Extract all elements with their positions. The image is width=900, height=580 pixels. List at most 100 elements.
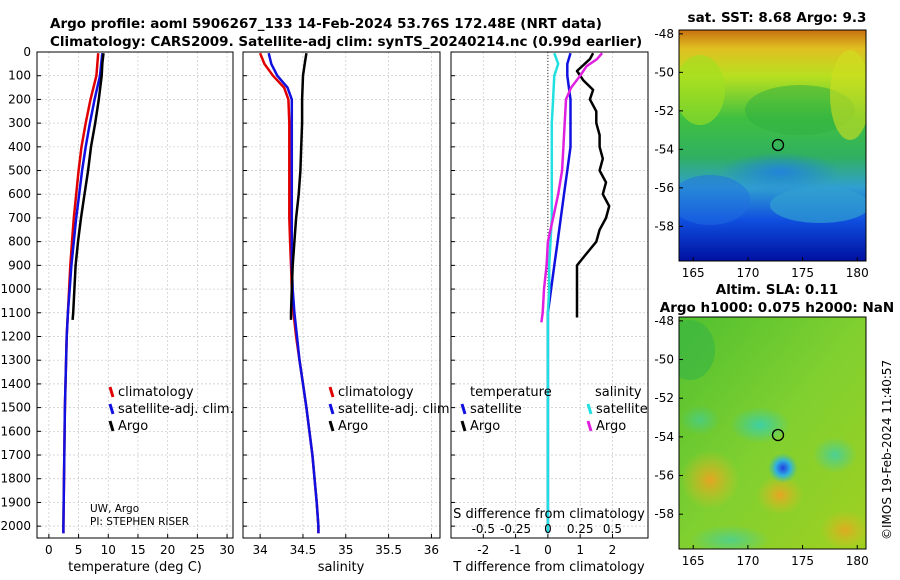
- s-axis-label: S difference from climatology: [453, 507, 645, 522]
- series-satellite-clim: [62, 53, 104, 534]
- series-t-argo: [575, 52, 611, 318]
- depth-tick-label: 1900: [0, 495, 31, 509]
- s-tick-label: -0.5: [472, 522, 495, 536]
- plot-area: [243, 52, 440, 538]
- plot-frame: [242, 51, 441, 539]
- climatology-title: Climatology: CARS2009. Satellite-adj cli…: [50, 34, 642, 50]
- legend-swatch: [328, 403, 335, 415]
- map-x-tick-label: 165: [682, 266, 705, 280]
- map-x-tick-label: 175: [791, 266, 814, 280]
- depth-tick-label: 1000: [0, 282, 31, 296]
- legend-swatch: [328, 386, 335, 398]
- depth-tick-label: 1600: [0, 424, 31, 438]
- sla-map-axes: 165 170 175 180 -48 -50 -52 -54 -56 -58: [654, 314, 868, 568]
- x-tick-label: -1: [510, 543, 522, 557]
- s-tick-label: -0.25: [500, 522, 531, 536]
- map-y-tick-label: -56: [654, 469, 674, 483]
- map-y-tick-label: -48: [654, 314, 674, 328]
- x-tick-label: 25: [190, 543, 205, 557]
- map-y-tick-label: -54: [654, 142, 674, 156]
- x-tick-label: 5: [75, 543, 83, 557]
- series-argo: [71, 53, 105, 321]
- map-y-tick-label: -50: [654, 65, 674, 79]
- map-y-tick-label: -50: [654, 353, 674, 367]
- legend-label: climatology: [118, 385, 194, 400]
- pi-note: PI: STEPHEN RISER: [90, 516, 189, 528]
- legend-swatch: [108, 386, 115, 398]
- profile-title: Argo profile: aoml 5906267_133 14-Feb-20…: [50, 16, 602, 32]
- sst-map-title: sat. SST: 8.68 Argo: 9.3: [688, 10, 867, 26]
- legend-swatch: [586, 420, 593, 432]
- series-satellite-clim: [267, 52, 320, 534]
- map-x-tick-label: 170: [736, 554, 759, 568]
- map-y-tick-label: -52: [654, 104, 674, 118]
- x-tick-label: 2: [609, 543, 617, 557]
- x-tick-label: 35: [338, 543, 353, 557]
- map-x-tick-label: 165: [682, 554, 705, 568]
- x-axis-label: T difference from climatology: [452, 560, 645, 575]
- x-tick-label: 30: [219, 543, 234, 557]
- depth-tick-label: 1200: [0, 329, 31, 343]
- x-tick-label: 15: [130, 543, 145, 557]
- x-tick-label: 0: [45, 543, 53, 557]
- x-tick-label: 34.5: [290, 543, 317, 557]
- legend-label: satellite-adj. clim.: [118, 402, 234, 417]
- x-tick-label: 36: [424, 543, 439, 557]
- depth-tick-label: 200: [8, 92, 31, 106]
- legend-label: satellite: [596, 402, 648, 417]
- depth-tick-label: 2000: [0, 519, 31, 533]
- legend-label: Argo: [596, 419, 626, 434]
- depth-tick-label: 700: [8, 211, 31, 225]
- sla-map-frame: [678, 316, 867, 550]
- map-y-tick-label: -58: [654, 219, 674, 233]
- legend-swatch: [108, 420, 115, 432]
- legend-label: Argo: [118, 419, 148, 434]
- plot-frame: [450, 51, 649, 539]
- x-tick-label: 35.5: [375, 543, 402, 557]
- depth-tick-label: 1800: [0, 472, 31, 486]
- depth-tick-label: 500: [8, 164, 31, 178]
- legend-swatch: [586, 403, 593, 415]
- sla-map-image: [679, 317, 866, 549]
- map-x-tick-label: 180: [846, 266, 869, 280]
- owner-note: UW, Argo: [90, 503, 139, 515]
- map-y-tick-label: -48: [654, 27, 674, 41]
- depth-tick-label: 900: [8, 258, 31, 272]
- s-tick-label: 0.25: [567, 522, 594, 536]
- sla-float-marker: [771, 428, 785, 442]
- depth-tick-label: 800: [8, 235, 31, 249]
- legend-label: Argo: [470, 419, 500, 434]
- map-y-tick-label: -58: [654, 507, 674, 521]
- series-s-argo: [540, 52, 604, 323]
- legend-label: satellite: [470, 402, 522, 417]
- sst-map-axes: 165 170 175 180 -48 -50 -52 -54 -56 -58: [654, 27, 868, 280]
- x-axis-label: salinity: [318, 560, 365, 575]
- map-y-tick-label: -54: [654, 430, 674, 444]
- depth-tick-label: 600: [8, 187, 31, 201]
- depth-tick-label: 1100: [0, 306, 31, 320]
- sst-float-marker: [771, 138, 785, 152]
- legend-temperature-title: temperature: [470, 385, 552, 400]
- plot-area: [37, 52, 233, 538]
- plot-frame: [36, 51, 234, 539]
- salinity-panel: 34 34.5 35 35.5 36 salinity climatology satelli…: [242, 51, 454, 575]
- legend-swatch: [108, 403, 115, 415]
- depth-tick-label: 1400: [0, 377, 31, 391]
- x-tick-label: 0: [544, 543, 552, 557]
- depth-tick-label: 0: [23, 45, 31, 59]
- depth-tick-label: 300: [8, 116, 31, 130]
- x-tick-label: 10: [101, 543, 116, 557]
- sla-map-title: Altim. SLA: 0.11: [716, 282, 838, 298]
- depth-tick-label: 1700: [0, 448, 31, 462]
- imos-credit: ©IMOS 19-Feb-2024 11:40:57: [880, 360, 894, 540]
- x-axis-label: temperature (deg C): [68, 560, 202, 575]
- map-y-tick-label: -52: [654, 391, 674, 405]
- legend-salinity-title: salinity: [595, 385, 642, 400]
- temperature-panel: 0100200300400500600700800900100011001200…: [0, 45, 234, 575]
- s-tick-label: 0.5: [603, 522, 622, 536]
- legend-label: climatology: [338, 385, 414, 400]
- legend-swatch: [460, 420, 467, 432]
- map-x-tick-label: 180: [846, 554, 869, 568]
- x-tick-label: -2: [477, 543, 489, 557]
